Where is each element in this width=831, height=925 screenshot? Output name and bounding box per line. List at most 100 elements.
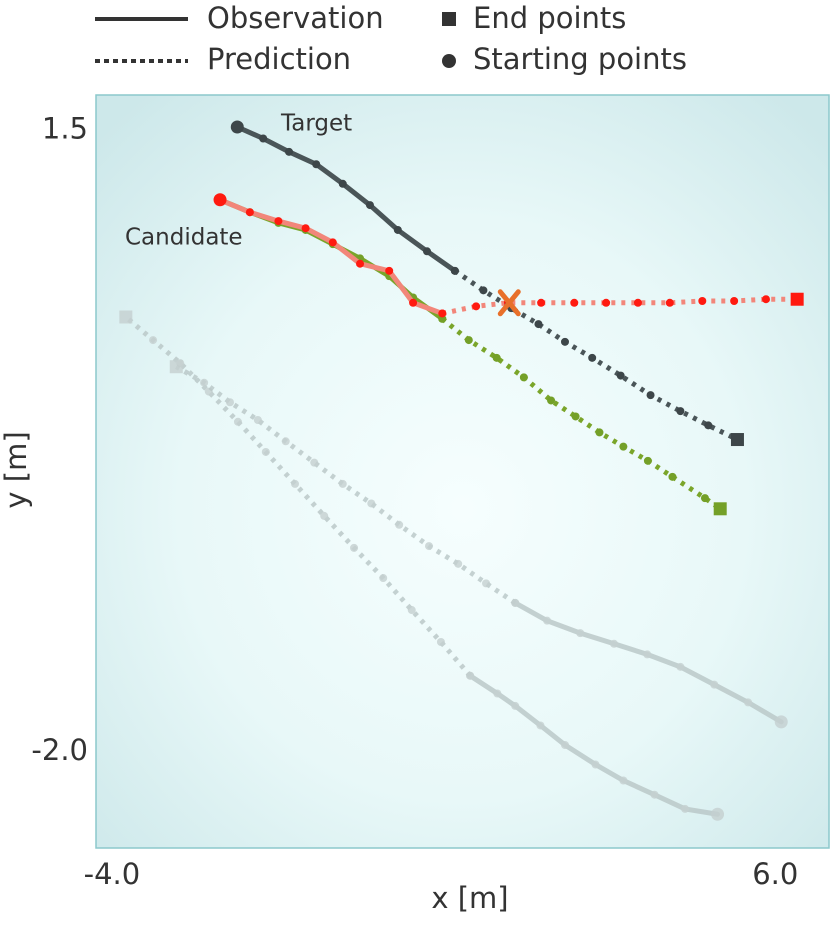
trajectory-line: [467, 673, 721, 817]
point: [367, 499, 376, 508]
annotation: Target: [280, 111, 352, 137]
point: [560, 337, 569, 346]
point: [393, 225, 402, 234]
point: [285, 147, 294, 156]
point: [407, 606, 416, 615]
point: [472, 302, 481, 311]
point: [365, 201, 374, 210]
end-point: [169, 360, 183, 374]
point: [633, 298, 642, 307]
legend-circle: [442, 54, 456, 68]
point: [200, 378, 209, 387]
point: [395, 520, 404, 529]
point: [464, 336, 473, 345]
legend-label: End points: [473, 1, 626, 35]
point: [338, 479, 347, 488]
point: [576, 629, 585, 638]
point: [602, 298, 611, 307]
point: [646, 391, 655, 400]
point: [493, 689, 502, 698]
point: [385, 266, 394, 275]
point: [595, 428, 604, 437]
point: [310, 458, 319, 467]
point: [665, 298, 674, 307]
point: [312, 160, 321, 169]
point: [149, 336, 158, 345]
point: [436, 637, 445, 646]
point: [537, 298, 546, 307]
legend-label: Observation: [207, 1, 384, 35]
point: [681, 804, 690, 813]
point: [730, 297, 739, 306]
point: [536, 721, 545, 730]
point: [409, 298, 418, 307]
point: [511, 598, 520, 607]
point: [261, 447, 270, 456]
point: [438, 309, 447, 318]
point: [547, 396, 556, 405]
point: [761, 295, 770, 304]
point: [744, 698, 753, 707]
collision-stroke: [497, 289, 521, 317]
point: [543, 616, 552, 625]
x-tick-label: -4.0: [84, 857, 141, 891]
point: [356, 259, 365, 268]
point: [519, 373, 528, 382]
point: [619, 776, 628, 785]
point: [338, 179, 347, 188]
start-point: [774, 715, 788, 729]
point: [245, 208, 254, 217]
point: [281, 437, 290, 446]
end-point: [730, 433, 744, 447]
point: [259, 134, 268, 143]
point: [301, 224, 310, 233]
point: [328, 238, 337, 247]
point: [560, 740, 569, 749]
x-axis-label: x [m]: [431, 881, 508, 915]
point: [320, 511, 329, 520]
point: [492, 353, 501, 362]
point: [700, 494, 709, 503]
point: [350, 543, 359, 552]
end-point: [713, 502, 727, 516]
x-tick-label: 6.0: [752, 857, 798, 891]
point: [225, 398, 234, 407]
trajectory-line: [441, 296, 798, 316]
trajectory-line: [440, 316, 722, 511]
point: [454, 559, 463, 568]
legend-square: [442, 12, 456, 26]
point: [291, 479, 300, 488]
end-point: [790, 292, 804, 306]
point: [610, 639, 619, 648]
trajectories: [119, 120, 804, 821]
point: [482, 579, 491, 588]
point: [698, 297, 707, 306]
point: [479, 286, 488, 295]
point: [379, 574, 388, 583]
point: [253, 415, 262, 424]
point: [676, 407, 685, 416]
point: [643, 650, 652, 659]
point: [511, 701, 520, 710]
y-axis-label: y [m]: [0, 431, 33, 508]
point: [643, 456, 652, 465]
y-tick-label: 1.5: [42, 112, 88, 146]
point: [570, 298, 579, 307]
point: [668, 472, 677, 481]
point: [650, 790, 659, 799]
plot-area: [95, 94, 830, 849]
y-tick-label: -2.0: [31, 733, 88, 767]
annotation: Candidate: [125, 225, 243, 251]
end-point: [119, 310, 133, 324]
legend-label: Prediction: [207, 42, 351, 76]
point: [274, 217, 283, 226]
point: [233, 417, 242, 426]
point: [588, 353, 597, 362]
legend: Observation Prediction End points Starti…: [95, 1, 687, 76]
start-point: [711, 807, 725, 821]
point: [710, 680, 719, 689]
legend-label: Starting points: [473, 42, 687, 76]
point: [616, 371, 625, 380]
point: [466, 671, 475, 680]
